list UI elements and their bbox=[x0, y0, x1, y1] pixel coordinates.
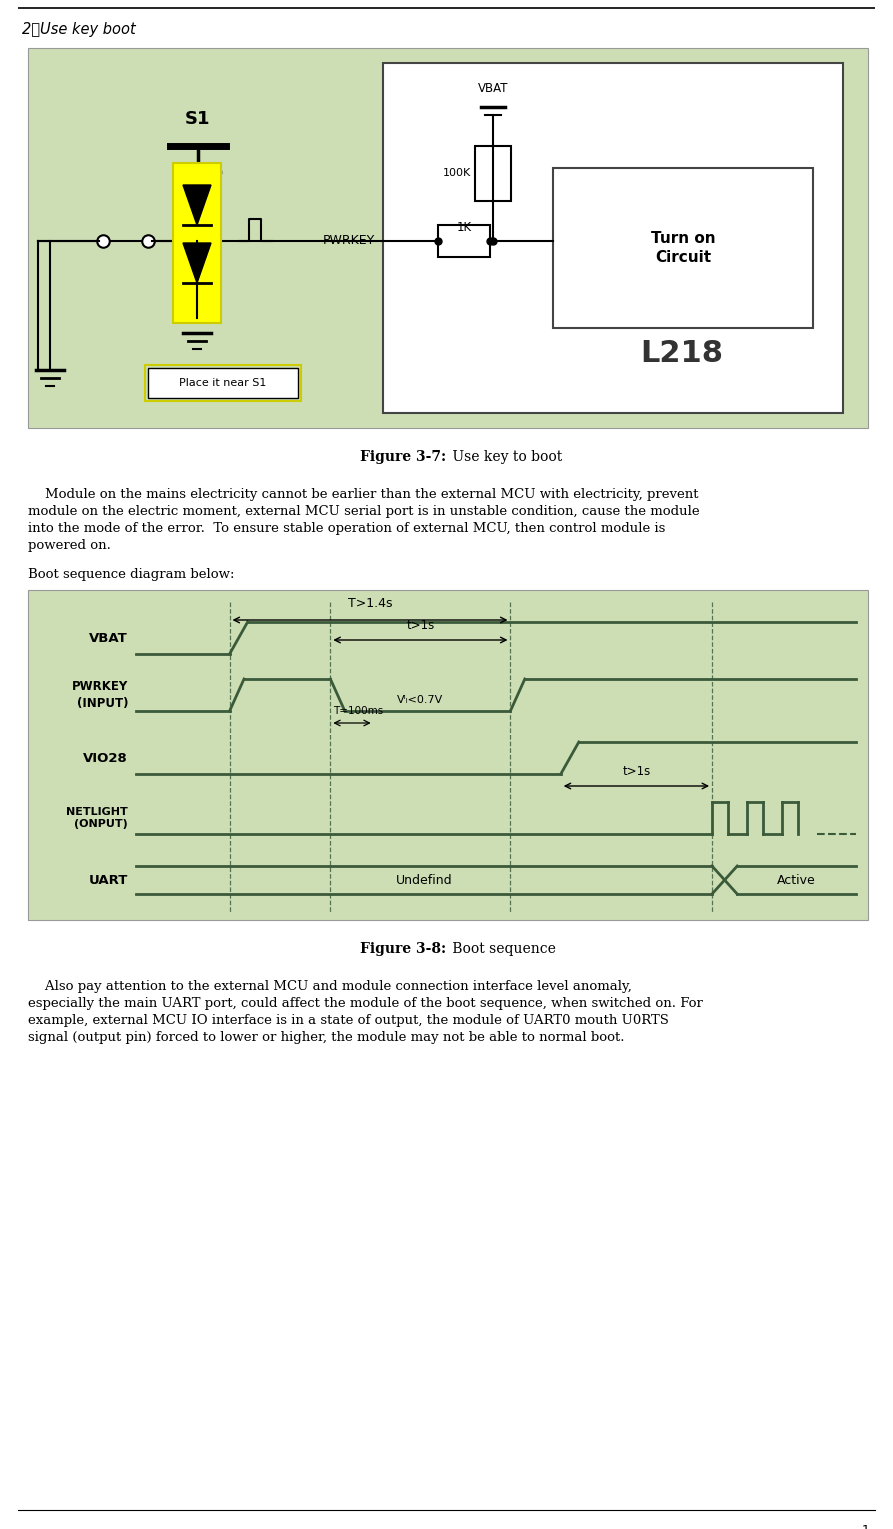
Text: Figure 3-7:: Figure 3-7: bbox=[360, 450, 446, 463]
Polygon shape bbox=[183, 185, 211, 225]
Polygon shape bbox=[183, 243, 211, 283]
Text: T>1.4s: T>1.4s bbox=[347, 596, 392, 610]
Text: Boot sequence: Boot sequence bbox=[448, 942, 555, 956]
Text: Vᴵₗ<0.7V: Vᴵₗ<0.7V bbox=[397, 696, 444, 705]
Bar bbox=[145, 365, 301, 401]
Text: Active: Active bbox=[777, 873, 816, 887]
Text: module on the electric moment, external MCU serial port is in unstable condition: module on the electric moment, external … bbox=[28, 505, 699, 518]
Bar bbox=[553, 168, 813, 329]
Text: powered on.: powered on. bbox=[28, 540, 111, 552]
Text: Also pay attention to the external MCU and module connection interface level ano: Also pay attention to the external MCU a… bbox=[28, 980, 632, 992]
Text: T=100ms: T=100ms bbox=[333, 706, 384, 716]
Text: L218: L218 bbox=[640, 338, 723, 367]
Text: t>1s: t>1s bbox=[406, 619, 435, 631]
Text: Figure 3-8:: Figure 3-8: bbox=[360, 942, 446, 956]
Text: into the mode of the error.  To ensure stable operation of external MCU, then co: into the mode of the error. To ensure st… bbox=[28, 521, 665, 535]
Text: Turn on
Circuit: Turn on Circuit bbox=[651, 231, 715, 266]
Text: S1: S1 bbox=[185, 110, 211, 128]
Text: example, external MCU IO interface is in a state of output, the module of UART0 : example, external MCU IO interface is in… bbox=[28, 1014, 669, 1027]
Text: VIO28: VIO28 bbox=[83, 751, 128, 764]
Text: Boot sequence diagram below:: Boot sequence diagram below: bbox=[28, 567, 235, 581]
Text: Undefind: Undefind bbox=[396, 873, 453, 887]
Text: signal (output pin) forced to lower or higher, the module may not be able to nor: signal (output pin) forced to lower or h… bbox=[28, 1031, 624, 1044]
Bar bbox=[173, 164, 221, 323]
Bar bbox=[28, 47, 868, 428]
Bar bbox=[383, 63, 843, 413]
Text: NETLIGHT
(ONPUT): NETLIGHT (ONPUT) bbox=[66, 807, 128, 829]
Text: Module on the mains electricity cannot be earlier than the external MCU with ele: Module on the mains electricity cannot b… bbox=[28, 488, 698, 502]
Text: Place it near S1: Place it near S1 bbox=[179, 378, 267, 388]
Text: 1: 1 bbox=[862, 1524, 870, 1529]
Text: Use key to boot: Use key to boot bbox=[448, 450, 563, 463]
Bar bbox=[28, 590, 868, 920]
Bar bbox=[475, 145, 511, 200]
Text: especially the main UART port, could affect the module of the boot sequence, whe: especially the main UART port, could aff… bbox=[28, 997, 703, 1011]
Text: UART: UART bbox=[88, 873, 128, 887]
Text: 1K: 1K bbox=[456, 222, 472, 234]
Text: VBAT: VBAT bbox=[478, 83, 508, 95]
Bar bbox=[438, 225, 490, 257]
Bar bbox=[148, 368, 298, 398]
Text: PWRKEY: PWRKEY bbox=[322, 234, 375, 248]
Text: t>1s: t>1s bbox=[622, 764, 650, 778]
Text: 2、Use key boot: 2、Use key boot bbox=[22, 21, 136, 37]
Text: PWRKEY
(INPUT): PWRKEY (INPUT) bbox=[71, 680, 128, 709]
Text: 100K: 100K bbox=[443, 168, 471, 179]
Text: VBAT: VBAT bbox=[89, 631, 128, 645]
